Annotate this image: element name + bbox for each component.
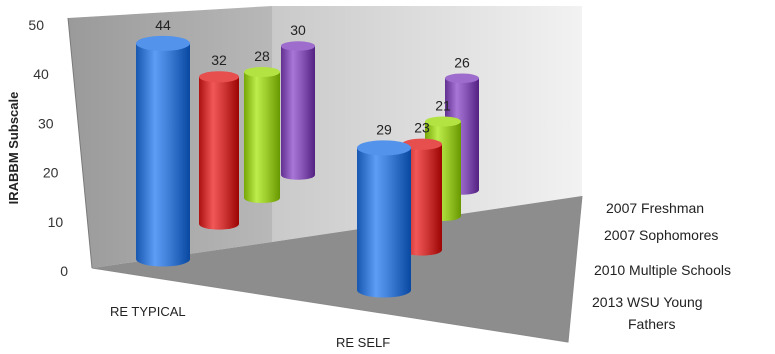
bar <box>357 140 411 298</box>
y-axis-label: IRABBM Subscale <box>6 92 21 205</box>
bar <box>136 35 190 267</box>
bar-top <box>136 35 190 51</box>
bar-top <box>199 71 239 83</box>
y-axis-line <box>67 17 93 269</box>
y-tick-label: 50 <box>28 17 44 33</box>
bar <box>281 41 315 180</box>
y-tick-label: 10 <box>48 214 64 230</box>
y-tick-label: 40 <box>33 66 49 82</box>
bar <box>244 66 280 204</box>
bar-body <box>244 72 280 204</box>
bars: 30 26 28 21 32 23 44 29 <box>136 17 479 298</box>
y-tick-label: 0 <box>60 263 68 279</box>
bar-body <box>357 147 411 298</box>
data-label: 44 <box>155 17 171 33</box>
data-label: 21 <box>435 97 451 113</box>
bar-top <box>445 73 479 83</box>
data-label: 23 <box>414 120 430 136</box>
bar-body <box>199 76 239 230</box>
bar-top <box>357 140 411 156</box>
category-label-re-self: RE SELF <box>336 335 390 350</box>
series-label-2013-wsu-young-fathers-line2: Fathers <box>628 316 675 332</box>
bar-top <box>425 116 461 127</box>
bar-top <box>281 41 315 51</box>
series-label-2013-wsu-young-fathers-line1: 2013 WSU Young <box>592 294 703 310</box>
bar-top <box>402 138 442 150</box>
series-label-2007-sophomores: 2007 Sophomores <box>604 227 718 243</box>
data-label: 26 <box>454 54 470 70</box>
data-label: 28 <box>254 48 270 64</box>
floor <box>92 196 582 342</box>
bar <box>199 71 239 230</box>
data-label: 29 <box>376 121 392 137</box>
series-label-2007-freshman: 2007 Freshman <box>606 200 704 216</box>
y-tick-label: 20 <box>43 165 59 181</box>
series-label-2010-multiple-schools: 2010 Multiple Schools <box>594 262 731 278</box>
category-label-re-typical: RE TYPICAL <box>110 304 186 319</box>
y-axis: 0 10 20 30 40 50 <box>28 17 68 279</box>
bar-top <box>244 66 280 78</box>
bar-body <box>402 144 442 256</box>
data-label: 30 <box>290 22 306 38</box>
bar-body <box>281 46 315 180</box>
bar-body <box>136 43 190 267</box>
floor-edge <box>91 195 583 343</box>
bar <box>402 138 442 256</box>
y-tick-label: 30 <box>38 115 54 131</box>
data-label: 32 <box>211 52 227 68</box>
